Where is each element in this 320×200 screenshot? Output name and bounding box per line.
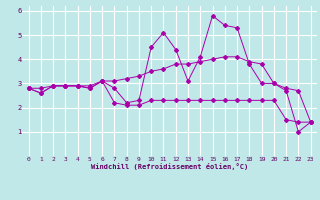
X-axis label: Windchill (Refroidissement éolien,°C): Windchill (Refroidissement éolien,°C) xyxy=(91,163,248,170)
